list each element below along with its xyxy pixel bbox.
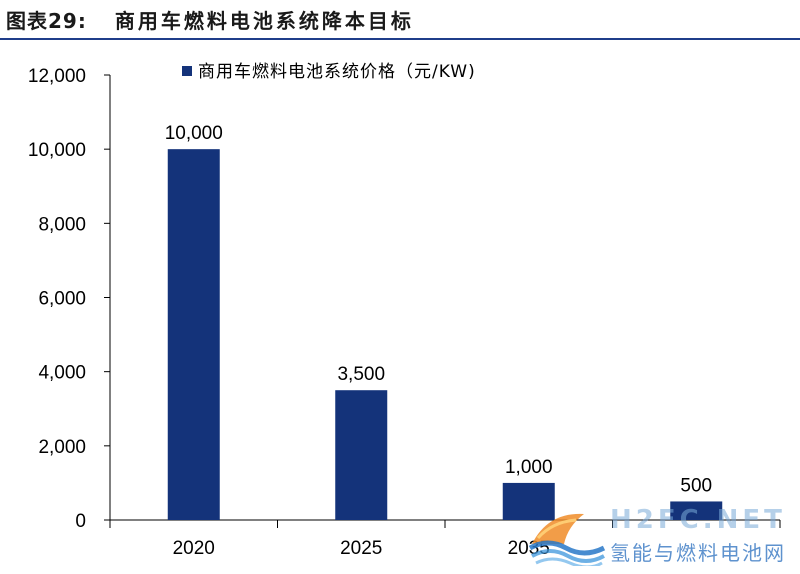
legend-swatch	[182, 66, 192, 76]
data-label: 10,000	[165, 123, 223, 144]
watermark-subtitle: 氢能与燃料电池网	[610, 540, 786, 565]
data-label: 1,000	[505, 457, 553, 478]
y-tick-label: 0	[75, 511, 86, 532]
watermark-logo-icon	[528, 513, 606, 566]
bar	[502, 482, 555, 520]
y-tick-label: 10,000	[28, 140, 86, 161]
watermark: H2FC.NET 氢能与燃料电池网	[528, 496, 800, 574]
bar	[335, 390, 388, 520]
y-tick-label: 4,000	[38, 363, 86, 384]
data-label: 500	[680, 475, 712, 496]
y-tick-label: 6,000	[38, 289, 86, 310]
bar-chart: 0 2,000 4,000 6,000 8,000 10,000 12,000 10,000 2…	[28, 62, 781, 559]
figure-header: 图表29: 商用车燃料电池系统降本目标	[0, 0, 800, 38]
watermark-brand: H2FC.NET	[610, 504, 786, 535]
bar	[670, 501, 723, 520]
x-tick-label: 2020	[173, 538, 215, 559]
data-label: 3,500	[337, 364, 385, 385]
y-tick-label: 12,000	[28, 66, 86, 87]
bar	[167, 149, 220, 520]
header-divider	[0, 38, 800, 40]
y-tick-label: 2,000	[38, 437, 86, 458]
figure-title: 商用车燃料电池系统降本目标	[114, 8, 414, 33]
y-tick-label: 8,000	[38, 214, 86, 235]
figure-number: 图表29:	[6, 8, 87, 33]
legend-label: 商用车燃料电池系统价格（元/KW)	[198, 62, 476, 82]
x-tick-label: 2025	[340, 538, 382, 559]
